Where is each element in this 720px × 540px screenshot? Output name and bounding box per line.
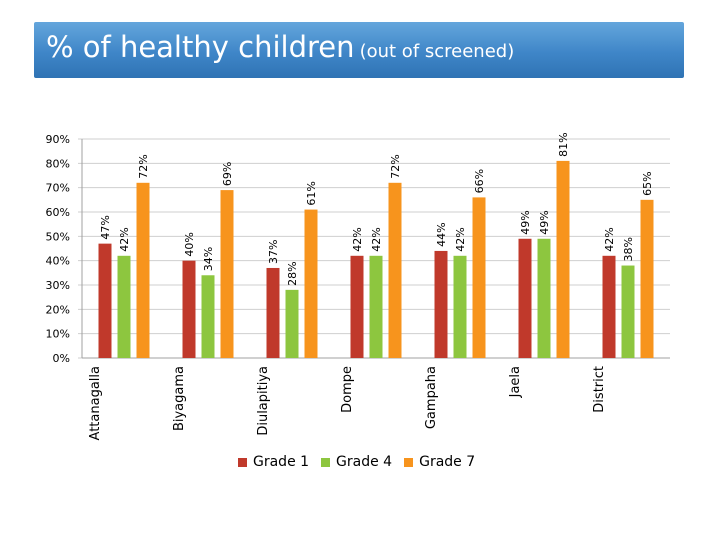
bar	[621, 265, 635, 358]
legend-label-grade-4: Grade 4	[336, 454, 393, 470]
bar	[201, 275, 215, 358]
legend-label-grade-7: Grade 7	[419, 454, 476, 470]
legend-item-grade-4: Grade 4	[321, 454, 392, 470]
data-label: 37%	[267, 240, 280, 264]
data-label: 65%	[641, 171, 654, 195]
bar	[640, 199, 654, 358]
bar	[388, 182, 402, 358]
x-tick-label: Attanagalla	[88, 366, 103, 440]
title-banner: % of healthy children (out of screened)	[34, 22, 684, 78]
x-tick-label: Jaela	[508, 366, 523, 398]
bar	[602, 255, 616, 358]
y-tick-label: 70%	[46, 182, 70, 195]
data-label: 42%	[603, 227, 616, 251]
data-label: 72%	[389, 154, 402, 178]
title-sub: (out of screened)	[359, 41, 515, 62]
data-label: 49%	[519, 210, 532, 234]
data-label: 61%	[305, 181, 318, 205]
data-label: 81%	[557, 132, 570, 156]
title-main: % of healthy children	[46, 30, 355, 64]
bar	[220, 190, 234, 358]
y-tick-label: 20%	[46, 303, 70, 316]
data-label: 66%	[473, 169, 486, 193]
data-label: 47%	[99, 215, 112, 239]
bar	[472, 197, 486, 358]
bar	[537, 238, 551, 358]
bar	[369, 255, 383, 358]
y-tick-label: 80%	[46, 157, 70, 170]
bar	[266, 267, 280, 358]
y-tick-label: 50%	[46, 230, 70, 243]
x-tick-label: Diulapitiya	[256, 366, 271, 436]
y-tick-label: 90%	[46, 133, 70, 146]
bar	[434, 250, 448, 358]
x-tick-label: Dompe	[340, 366, 355, 413]
x-tick-label: Biyagama	[172, 366, 187, 431]
data-label: 42%	[351, 227, 364, 251]
data-label: 40%	[183, 232, 196, 256]
chart-legend: Grade 1 Grade 4 Grade 7	[238, 454, 487, 470]
data-label: 42%	[454, 227, 467, 251]
bar	[556, 160, 570, 358]
y-tick-label: 60%	[46, 206, 70, 219]
y-tick-label: 10%	[46, 328, 70, 341]
x-tick-label: District	[592, 366, 607, 413]
y-tick-label: 0%	[53, 352, 70, 365]
bar	[136, 182, 150, 358]
bar	[117, 255, 131, 358]
data-label: 44%	[435, 222, 448, 246]
bar	[453, 255, 467, 358]
bar	[518, 238, 532, 358]
bar	[182, 260, 196, 358]
legend-label-grade-1: Grade 1	[253, 454, 310, 470]
data-label: 49%	[538, 210, 551, 234]
data-label: 72%	[137, 154, 150, 178]
legend-swatch-grade-7	[404, 457, 414, 467]
data-label: 42%	[370, 227, 383, 251]
legend-item-grade-1: Grade 1	[238, 454, 309, 470]
legend-item-grade-7: Grade 7	[404, 454, 475, 470]
legend-swatch-grade-1	[238, 457, 247, 467]
data-label: 42%	[118, 227, 131, 251]
data-label: 28%	[286, 261, 299, 285]
y-tick-label: 30%	[46, 279, 70, 292]
data-label: 69%	[221, 162, 234, 186]
legend-swatch-grade-4	[321, 457, 331, 467]
data-label: 34%	[202, 247, 215, 271]
data-label: 38%	[622, 237, 635, 261]
x-tick-label: Gampaha	[424, 366, 439, 429]
bar	[304, 209, 318, 358]
bar	[98, 243, 112, 358]
page-title: % of healthy children (out of screened)	[46, 30, 514, 64]
bar	[350, 255, 364, 358]
bar	[285, 289, 299, 358]
y-tick-label: 40%	[46, 255, 70, 268]
